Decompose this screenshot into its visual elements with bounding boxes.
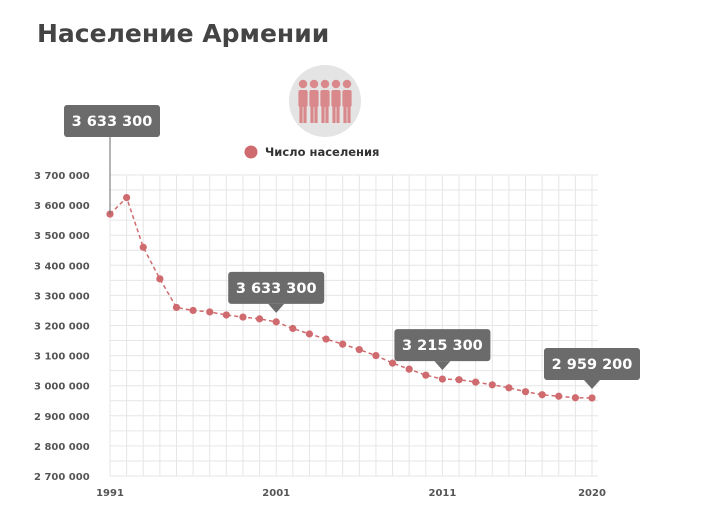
grid — [109, 174, 598, 477]
data-point — [272, 318, 280, 326]
data-point — [172, 303, 181, 312]
callout-label: 3 633 300 — [236, 281, 317, 297]
legend-marker — [244, 145, 258, 159]
data-point — [422, 371, 430, 379]
data-point — [538, 391, 546, 399]
callout-pointer — [434, 361, 451, 371]
y-tick-label: 3 400 000 — [34, 261, 90, 272]
legend-label: Число населения — [265, 145, 379, 159]
callout-label: 3 633 300 — [72, 114, 153, 130]
series-line-path — [109, 196, 593, 399]
callout-box — [394, 329, 491, 362]
y-tick-label: 2 900 000 — [34, 412, 90, 423]
data-point — [322, 335, 330, 343]
callout-label: 2 959 200 — [552, 357, 633, 373]
data-point — [372, 352, 380, 360]
data-point — [438, 375, 447, 383]
data-point — [139, 243, 147, 251]
callout: 3 633 300 — [228, 271, 325, 313]
data-point — [255, 315, 264, 323]
y-tick-label: 2 800 000 — [34, 442, 90, 453]
callout-box — [228, 271, 325, 304]
data-point — [388, 359, 397, 367]
data-point — [289, 324, 297, 333]
data-point — [305, 330, 314, 338]
x-tick-label: 2011 — [428, 488, 456, 499]
callout-pointer — [268, 303, 285, 313]
y-tick-label: 3 100 000 — [34, 352, 90, 363]
callout: 2 959 200 — [544, 347, 640, 389]
x-tick-label: 2001 — [262, 488, 290, 499]
data-point — [355, 345, 363, 354]
y-tick-label: 3 300 000 — [34, 291, 90, 302]
series-line — [106, 193, 596, 402]
legend: Число населения — [244, 145, 379, 159]
callout-pointer — [584, 379, 600, 389]
y-tick-label: 3 600 000 — [34, 201, 90, 212]
chart-title: Население Армении — [37, 19, 329, 48]
data-point — [156, 275, 164, 283]
data-point — [521, 388, 530, 396]
data-point — [555, 392, 563, 400]
y-tick-label: 3 500 000 — [34, 231, 90, 242]
data-point — [455, 376, 463, 384]
data-point — [222, 311, 230, 319]
data-point — [571, 394, 579, 402]
data-point — [488, 381, 496, 389]
x-tick-label: 1991 — [96, 488, 124, 499]
y-axis: 2 700 000 2 800 000 2 900 000 3 000 000 3 10… — [34, 171, 90, 483]
people-group-icon — [289, 65, 361, 137]
y-tick-label: 3 200 000 — [34, 322, 90, 333]
callouts: 3 633 300 3 633 300 3 215 300 2 959 200 — [64, 105, 640, 389]
y-tick-label: 3 000 000 — [34, 382, 90, 393]
callout-box — [544, 347, 640, 380]
y-tick-label: 2 700 000 — [34, 472, 90, 483]
callout-box — [64, 105, 160, 137]
callout-label: 3 215 300 — [402, 338, 483, 354]
callout: 3 633 300 — [64, 105, 160, 137]
data-point — [239, 313, 247, 321]
data-point — [206, 308, 214, 316]
data-point — [505, 384, 513, 392]
x-tick-label: 2020 — [578, 488, 606, 499]
callout: 3 215 300 — [394, 329, 491, 371]
data-point — [472, 378, 480, 386]
data-point — [588, 394, 596, 402]
data-point — [405, 365, 413, 373]
data-point — [339, 340, 347, 348]
data-point — [123, 193, 131, 202]
data-point — [189, 306, 197, 315]
y-tick-label: 3 700 000 — [34, 171, 90, 182]
x-axis: 1991 2001 2011 2020 — [96, 488, 606, 499]
